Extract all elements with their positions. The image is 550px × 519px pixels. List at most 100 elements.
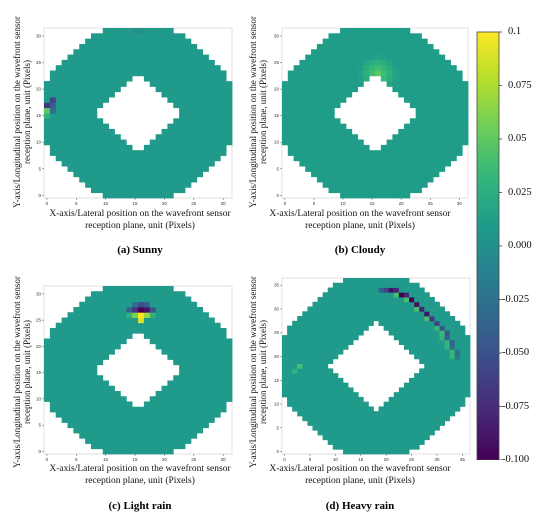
heatmap-cell [114,166,121,172]
heatmap-cell [419,301,425,307]
heatmap-cell [220,102,227,109]
heatmap-cell [302,411,308,417]
heatmap-cell [282,91,289,98]
heatmap-cell [449,354,456,360]
heatmap-cell [91,380,98,387]
heatmap-cell [287,81,295,87]
heatmap-cell [439,401,445,407]
heatmap-cell [49,70,57,77]
heatmap-cell [102,448,110,455]
heatmap-cell [414,377,420,384]
heatmap-cell [155,433,162,439]
heatmap-cell [403,449,410,455]
heatmap-cell [345,182,353,188]
heatmap-cell [102,176,110,183]
heatmap-cell [438,134,446,140]
heatmap-cell [91,134,98,140]
heatmap-cell [358,430,364,436]
heatmap-cell [434,406,440,412]
heatmap-cell [462,107,469,114]
heatmap-cell [190,176,198,183]
heatmap-cell [375,65,382,71]
heatmap-cell [91,166,98,172]
heatmap-cell [427,123,434,130]
heatmap-cell [108,166,115,172]
heatmap-cell [202,375,209,381]
heatmap-cell [297,373,303,379]
heatmap-cell [328,65,335,71]
heatmap-cell [226,343,233,350]
heatmap-cell [55,349,63,355]
heatmap-cell [414,330,420,336]
heatmap-cell [334,38,341,45]
heatmap-cell [317,335,324,341]
heatmap-cell [185,38,192,45]
heatmap-cell [287,144,295,151]
heatmap-cell [368,301,374,307]
heatmap-cell [161,176,168,183]
heatmap-cell [368,282,374,288]
heatmap-cell [61,75,68,82]
heatmap-cell [96,322,104,329]
heatmap-cell [179,102,186,109]
heatmap-cell [202,160,209,167]
heatmap-cell [185,385,192,392]
heatmap-cell [120,286,127,292]
heatmap-cell [85,301,92,308]
x-tick-label: 30 [221,457,227,462]
heatmap-cell [190,391,198,397]
heatmap-cell [386,144,393,151]
heatmap-cell [334,144,341,151]
heatmap-cell [138,448,145,455]
heatmap-cell [307,415,313,422]
heatmap-cell [427,102,434,109]
heatmap-cell [138,54,145,61]
heatmap-cell [421,113,428,119]
heatmap-cell [96,182,104,188]
heatmap-cell [208,86,215,93]
heatmap-cell [114,312,121,318]
heatmap-cell [375,150,382,156]
heatmap-cell [114,322,121,329]
heatmap-cell [114,139,121,146]
heatmap-cell [138,160,145,167]
heatmap-cell [454,392,461,398]
heatmap-cell [456,118,463,125]
heatmap-cell [393,444,400,450]
heatmap-cell [287,123,295,130]
heatmap-cell [419,325,425,331]
heatmap-cell [185,176,192,183]
heatmap-cell [427,49,434,55]
heatmap-cell [108,396,115,402]
heatmap-cell [358,282,364,288]
heatmap-cell [138,59,145,66]
heatmap-cell [96,328,104,334]
heatmap-cell [161,396,168,402]
heatmap-cell [398,335,405,341]
heatmap-cell [427,113,434,119]
heatmap-cell [388,320,395,326]
heatmap-cell [358,306,364,312]
heatmap-cell [332,354,339,360]
heatmap-cell [143,443,151,450]
heatmap-cell [293,75,300,82]
heatmap-cell [421,176,428,183]
heatmap-cell [73,412,80,418]
heatmap-cell [393,449,400,455]
heatmap-cell [424,358,430,365]
heatmap-cell [185,422,192,429]
heatmap-cell [149,301,157,308]
x-tick-label: 20 [162,457,168,462]
heatmap-cell [102,338,110,345]
heatmap-cell [179,176,186,183]
heatmap-cell [415,70,422,77]
heatmap-cell [173,171,180,178]
heatmap-cell [414,392,420,398]
heatmap-cell [383,411,390,417]
heatmap-cell [91,333,98,339]
heatmap-cell [91,176,98,183]
heatmap-cell [155,406,162,413]
heatmap-cell [316,160,324,167]
heatmap-cell [287,97,295,103]
heatmap-cell [358,316,364,322]
